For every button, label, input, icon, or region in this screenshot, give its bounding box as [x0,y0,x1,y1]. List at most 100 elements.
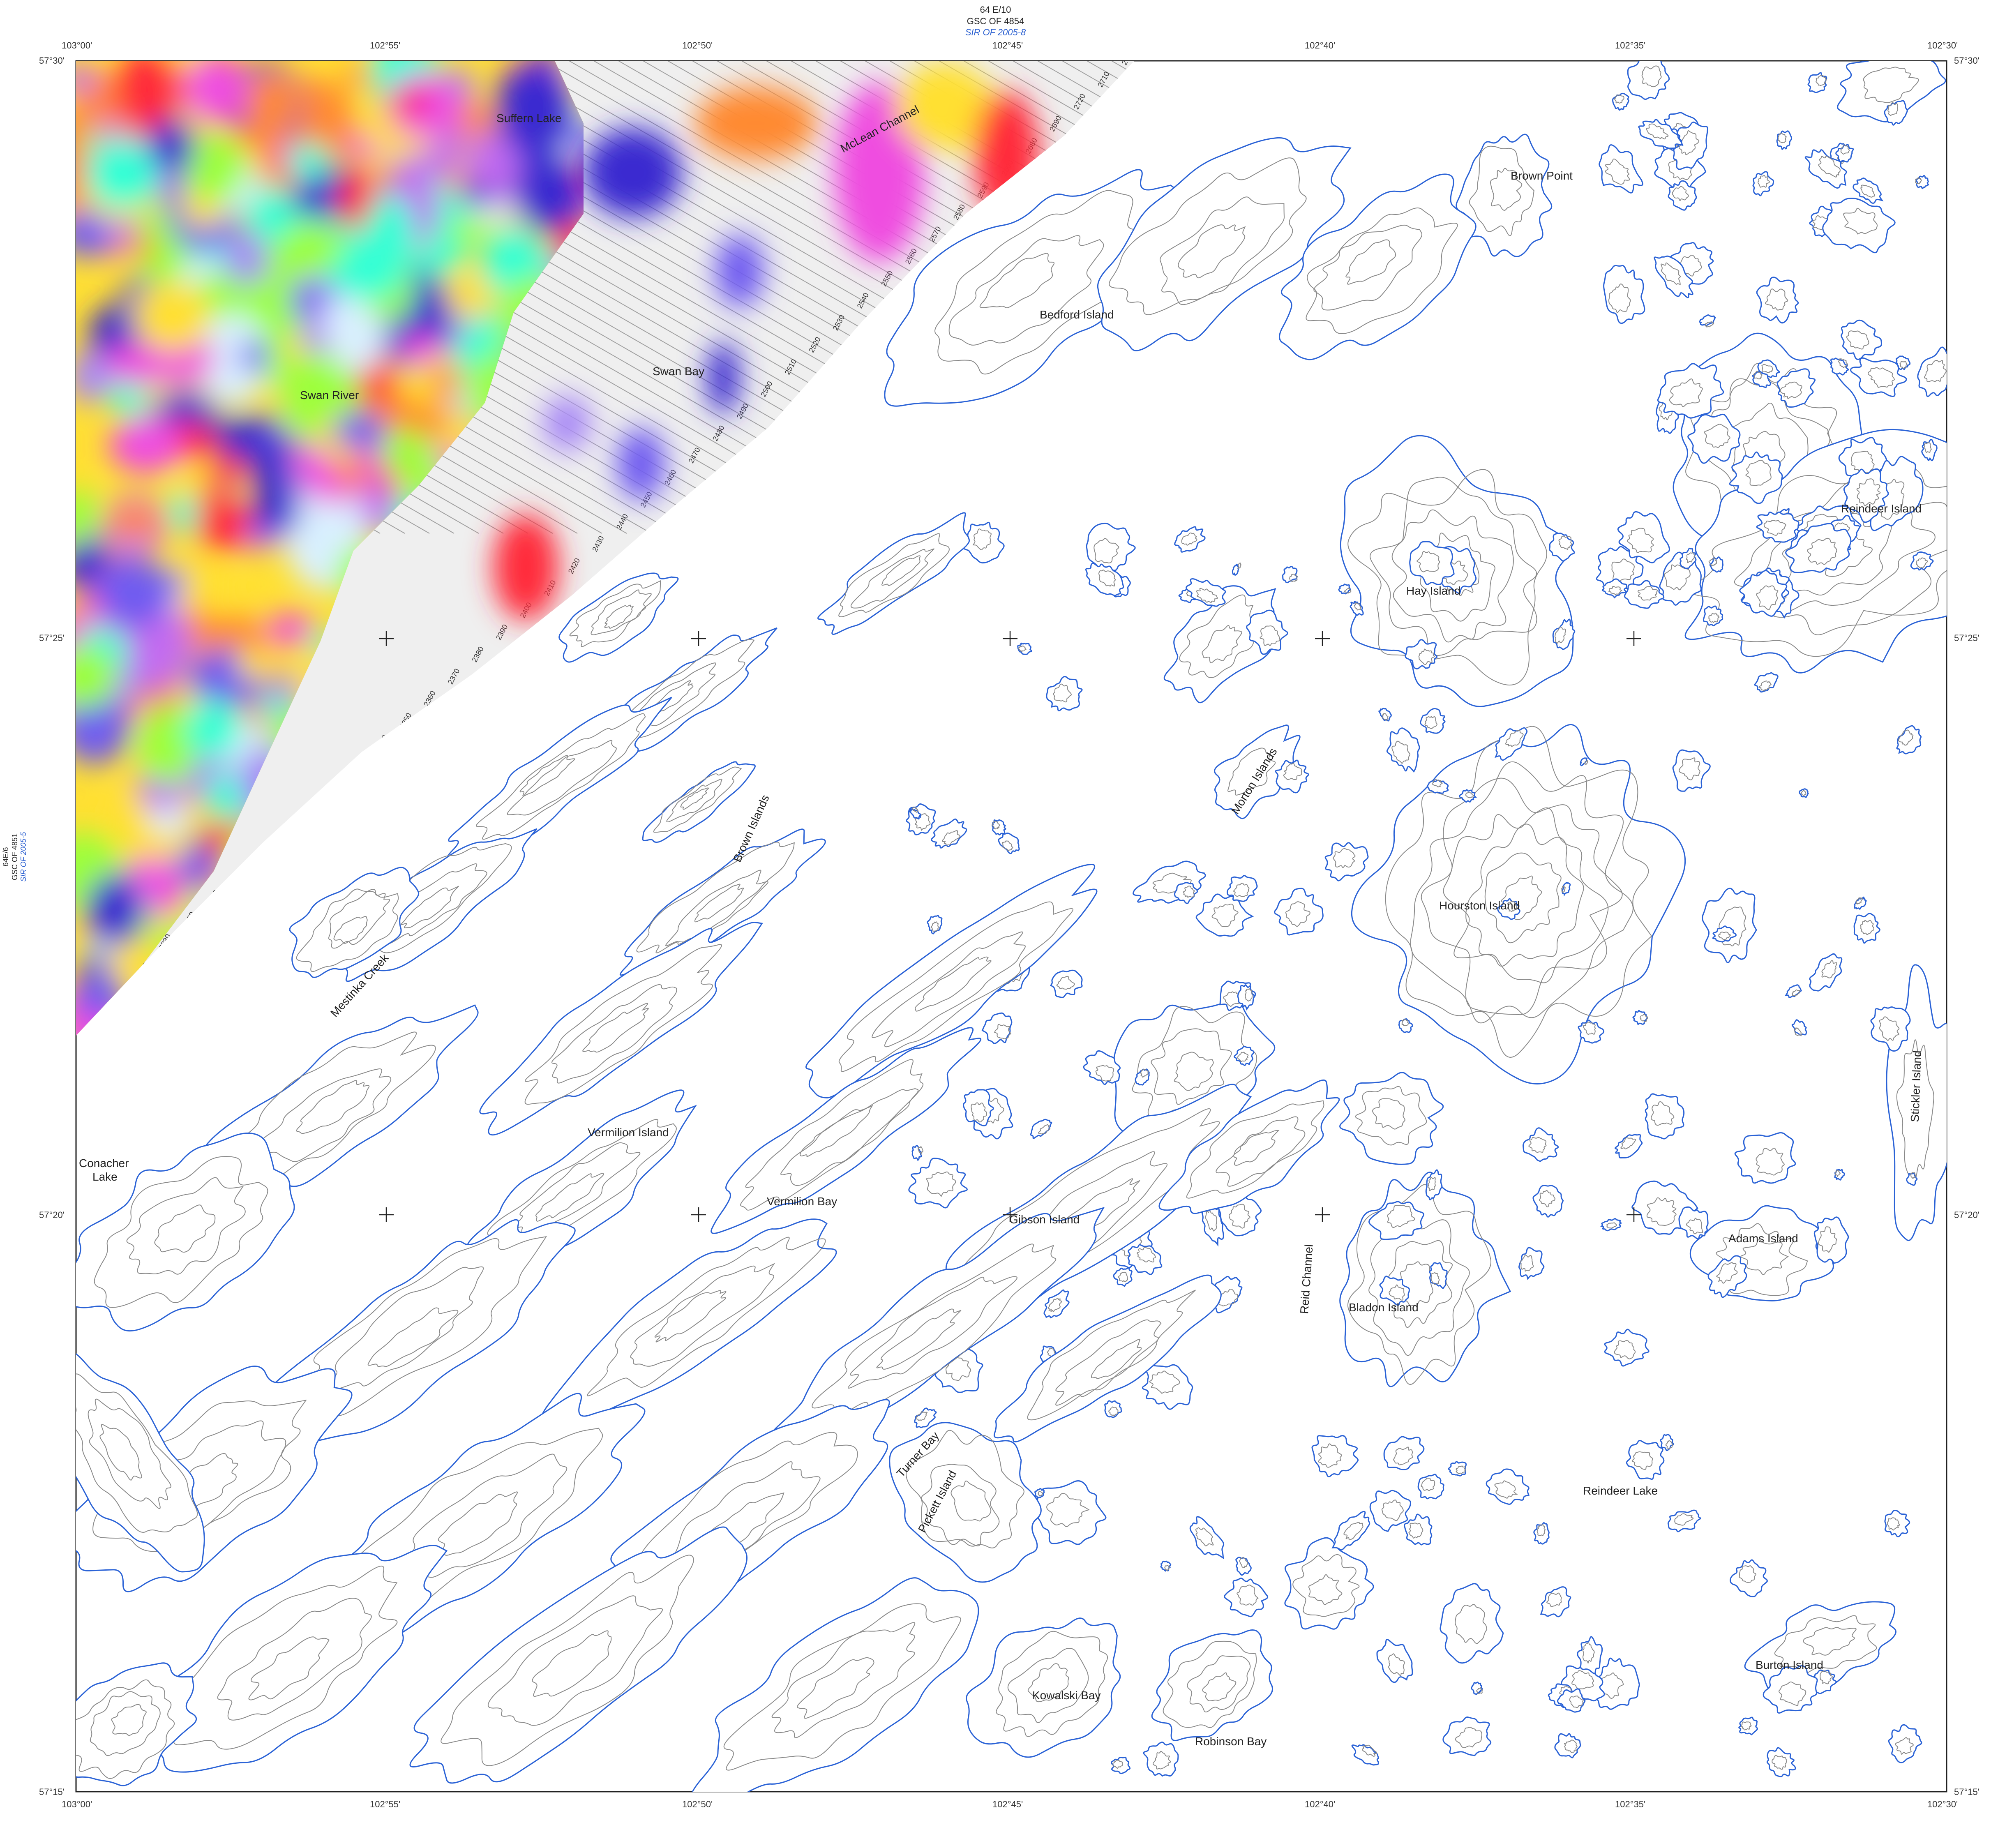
lat-right-0: 57°30' [1954,55,1979,66]
island [1702,888,1757,963]
islands-layer [890,61,1947,1777]
island [1275,759,1309,794]
island [1339,1072,1444,1165]
island [1442,1716,1492,1756]
island [1687,413,1741,464]
label-hourston-island: Hourston Island [1439,899,1520,912]
island [1174,526,1206,553]
island [1843,468,1889,523]
island [1884,1509,1910,1538]
island [1486,1468,1530,1505]
peninsula [1278,173,1477,360]
island [1351,1744,1379,1766]
lon-bottom-1: 102°55' [370,1799,401,1809]
island [1654,255,1693,298]
island [1624,580,1665,609]
island [1034,1488,1045,1499]
lat-left-1: 57°25' [39,633,65,643]
survey-island-patches [493,62,1040,621]
island [1311,1435,1359,1477]
lat-right-2: 57°20' [1954,1210,1979,1220]
island [1378,708,1392,722]
gsc-reference: GSC OF 4854 [967,16,1024,26]
peninsula [1097,137,1352,351]
island [1756,277,1799,324]
island [1113,1267,1133,1287]
island [1405,639,1438,669]
island [1494,727,1528,761]
peninsula [817,512,970,635]
island [1383,1436,1425,1470]
island [1224,1578,1269,1617]
island [1532,1185,1564,1218]
island [1274,888,1324,936]
island [1032,1480,1107,1545]
island [1799,788,1809,798]
island [1752,371,1771,388]
peninsula [711,1027,982,1234]
island [1186,578,1226,607]
island [1456,134,1553,257]
peninsula-ridges [76,137,1477,1792]
island [1668,180,1697,211]
island [1853,913,1880,944]
island [1104,1400,1122,1418]
island [1822,198,1896,254]
label-gibson-island: Gibson Island [1009,1213,1080,1226]
island [1632,1010,1648,1025]
peninsula [805,863,1098,1098]
island [1888,1724,1922,1763]
island [1237,984,1255,1011]
peninsula [966,1617,1121,1758]
island [1638,119,1684,149]
lon-top-1: 102°55' [370,40,401,51]
island [1776,130,1793,150]
island [1549,533,1575,562]
island [1672,749,1711,792]
peninsula [692,1577,979,1792]
peninsula [76,1133,295,1332]
island [911,1145,923,1161]
label-brown-point: Brown Point [1511,169,1573,182]
island [1111,1756,1131,1774]
island [1420,708,1446,734]
label-suffern-lake: Suffern Lake [496,112,562,125]
island [1135,1068,1150,1086]
island [1896,355,1911,370]
lat-right-1: 57°25' [1954,633,1979,643]
island [1729,451,1783,504]
island [1870,1006,1911,1052]
island [1763,1665,1818,1714]
label-vermilion-bay: Vermilion Bay [767,1195,837,1208]
island [1143,1742,1179,1777]
adjoining-sheet-number: 64E/6 [2,847,10,867]
island [1756,511,1800,543]
label-hay-island: Hay Island [1406,584,1461,597]
island [1533,1522,1550,1545]
lon-top-3: 102°45' [992,40,1023,51]
island [1017,642,1032,655]
label-bedford-island: Bedford Island [1040,308,1114,321]
island [1440,1583,1504,1664]
peninsula [1151,1629,1274,1742]
island [1835,144,1854,163]
peninsula [642,761,756,843]
label-swan-river: Swan River [300,389,359,401]
island [1680,547,1697,569]
peninsula [479,922,763,1136]
island [1601,578,1628,599]
island [981,1012,1013,1044]
adjoining-gsc: GSC OF 4851 [10,833,19,881]
island [1604,1329,1650,1367]
island [1086,522,1136,571]
island [1712,925,1737,943]
island [1246,609,1288,655]
island [1739,570,1788,617]
island [1915,175,1929,189]
island [1603,265,1645,324]
label-vermilion-island: Vermilion Island [588,1126,669,1139]
island [1699,314,1716,328]
island [1403,1513,1433,1546]
island [1834,1168,1845,1181]
island [1471,1682,1483,1695]
